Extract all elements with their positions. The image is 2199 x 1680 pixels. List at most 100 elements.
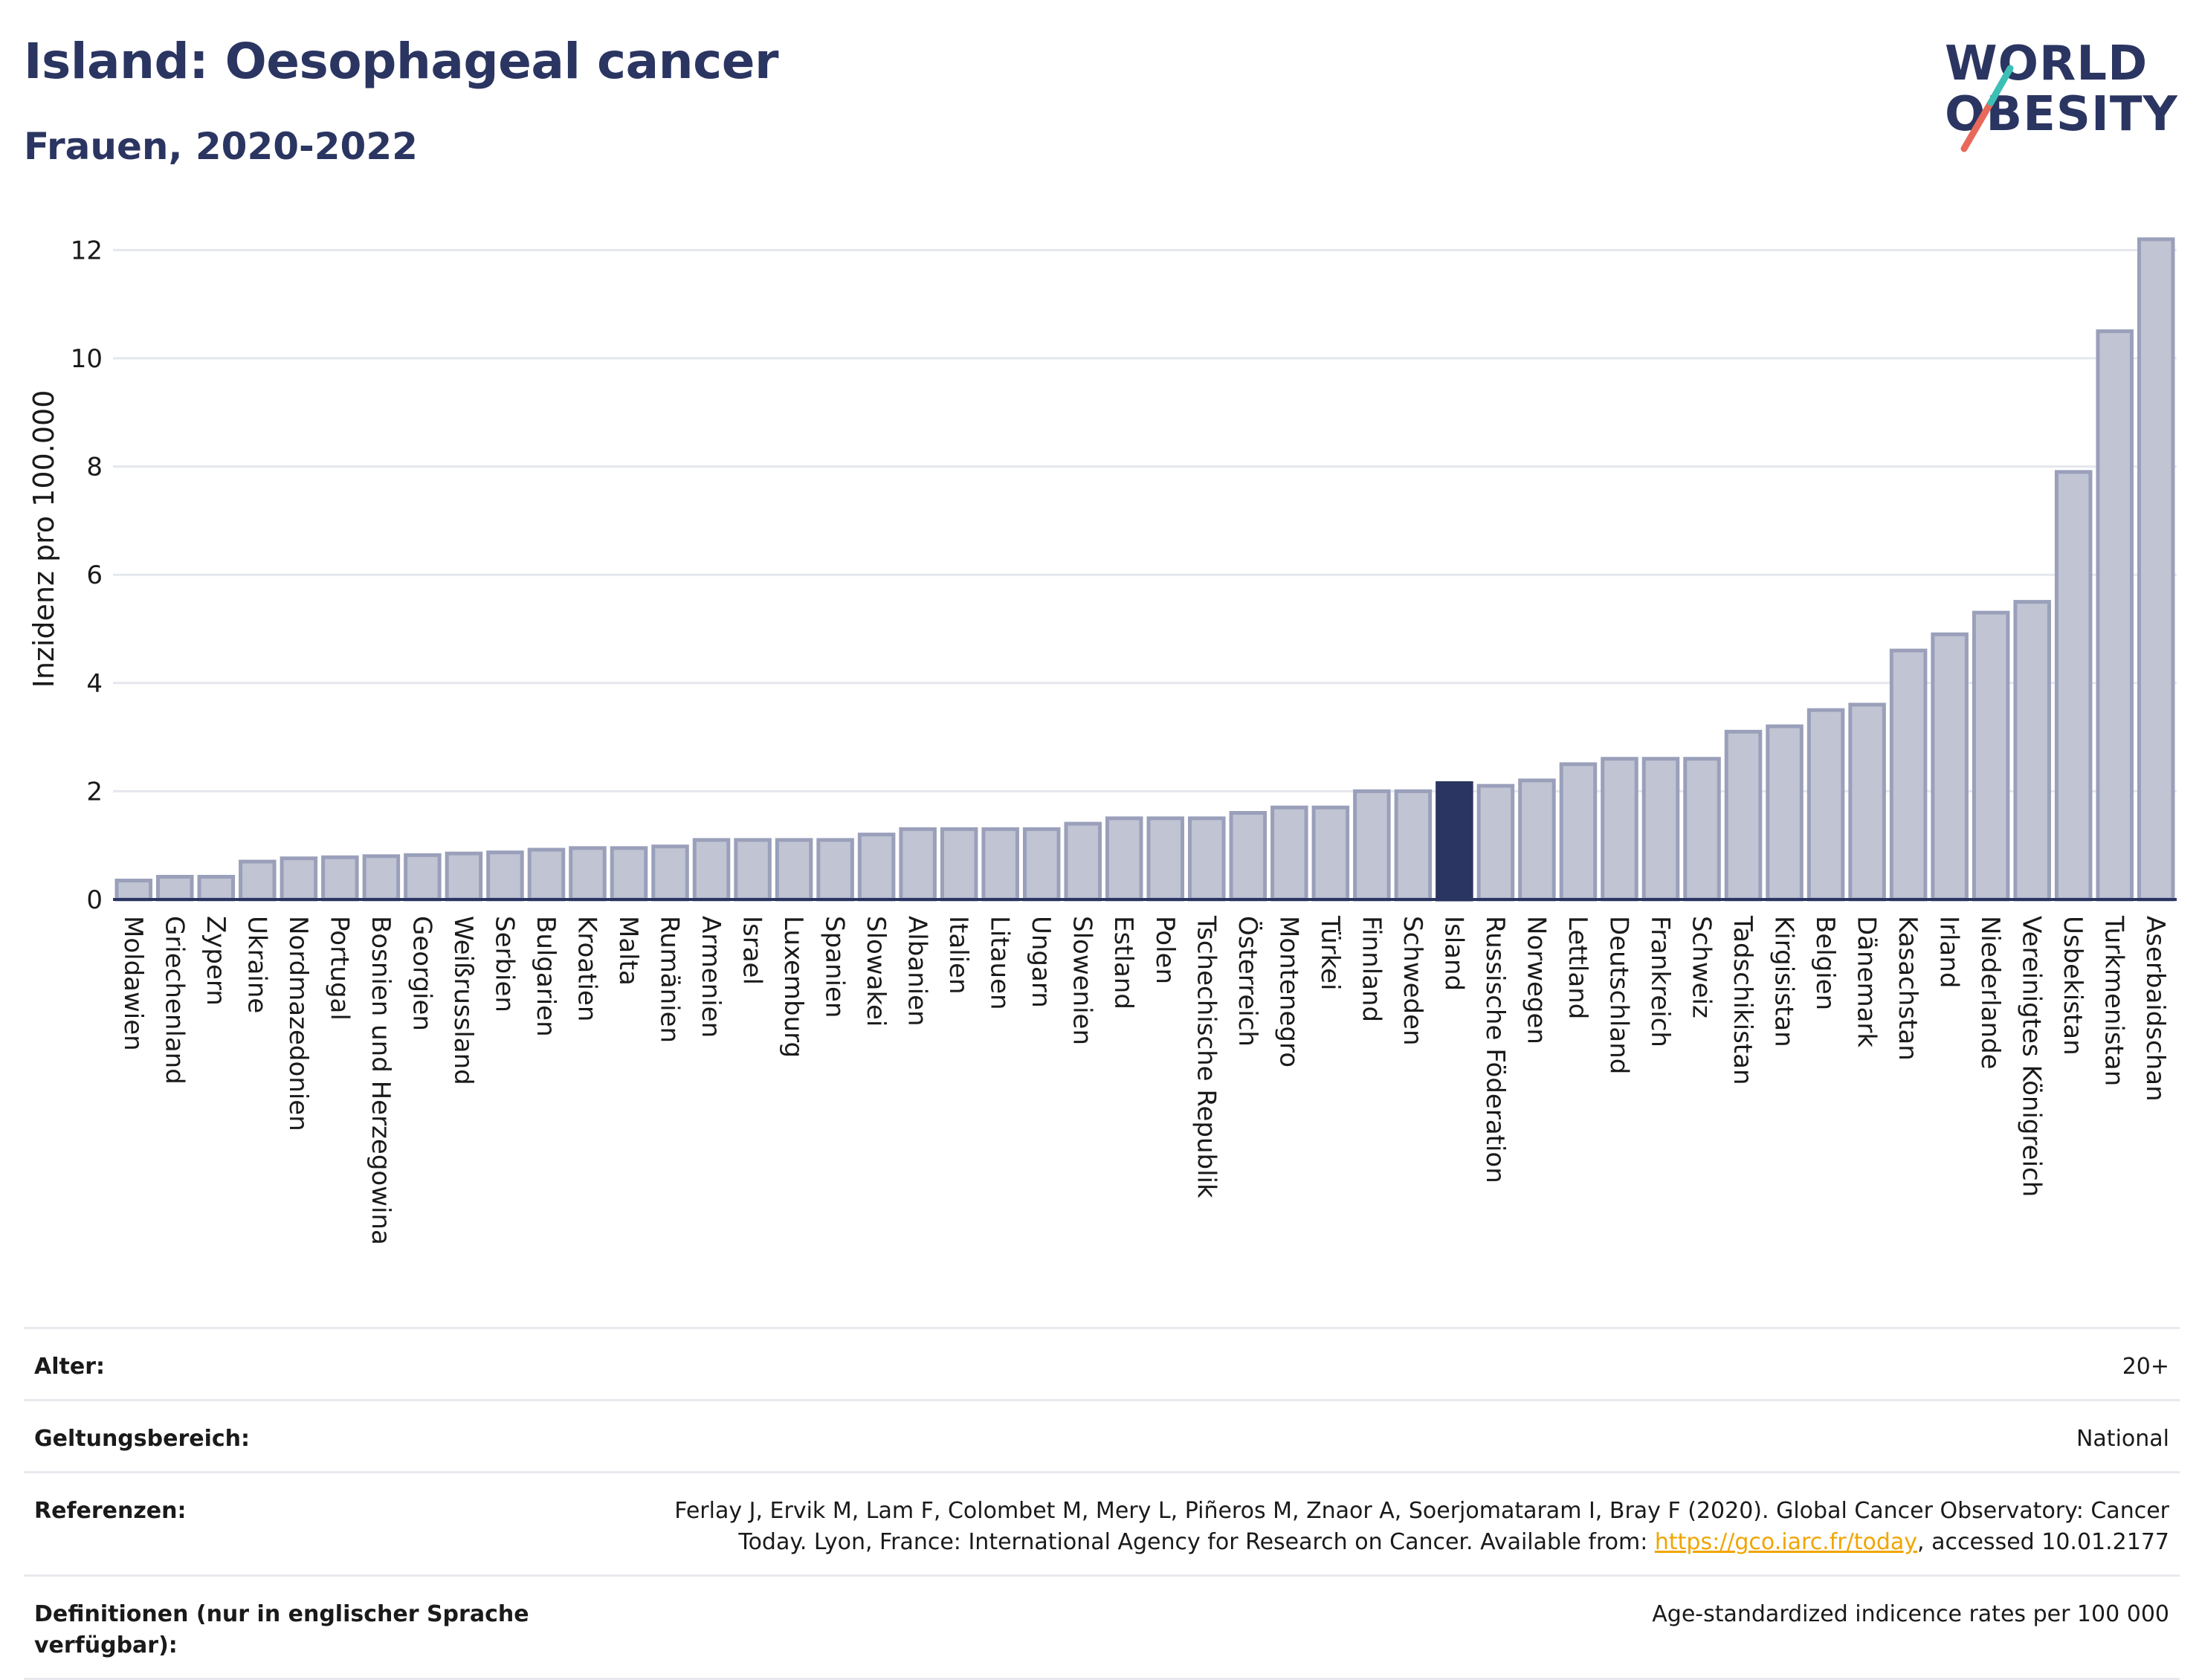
x-tick-label: Österreich: [1233, 916, 1263, 1047]
y-tick-label: 0: [86, 885, 103, 915]
bar[interactable]: [1848, 702, 1886, 902]
info-row-references: Referenzen: Ferlay J, Ervik M, Lam F, Co…: [24, 1471, 2180, 1574]
x-tick-label: Deutschland: [1604, 916, 1633, 1074]
x-tick-label: Kirgisistan: [1769, 916, 1799, 1047]
x-tick-label: Malta: [613, 916, 643, 986]
bar[interactable]: [857, 833, 896, 902]
reference-accessed: , accessed 10.01.2177: [1917, 1529, 2169, 1555]
bar[interactable]: [1064, 821, 1102, 902]
bar[interactable]: [1394, 789, 1433, 902]
bar[interactable]: [486, 850, 524, 902]
logo-text-line1: WORLD: [1945, 36, 2148, 91]
x-tick-label: Polen: [1150, 916, 1180, 984]
bar[interactable]: [1146, 816, 1185, 902]
bar[interactable]: [981, 827, 1019, 902]
bar[interactable]: [1188, 816, 1226, 902]
x-tick-label: Kroatien: [572, 916, 601, 1021]
bar[interactable]: [816, 838, 854, 902]
bar[interactable]: [114, 879, 153, 902]
reference-text: Ferlay J, Ervik M, Lam F, Colombet M, Me…: [674, 1498, 2169, 1555]
x-tick-label: Lettland: [1563, 916, 1592, 1019]
x-tick-labels: Moldawien Griechenland Zypern Ukraine Nordma…: [118, 915, 2170, 1245]
bar[interactable]: [2054, 470, 2093, 902]
x-tick-label: Irland: [1934, 916, 1964, 988]
chart-title: Island: Oesophageal cancer: [24, 33, 779, 90]
bar[interactable]: [280, 856, 318, 902]
x-tick-label: Usbekistan: [2058, 916, 2087, 1056]
x-tick-label: Albanien: [902, 916, 932, 1027]
bar[interactable]: [156, 874, 194, 902]
y-tick-labels: 0 2 4 6 8 10 12: [71, 236, 103, 915]
bar[interactable]: [1353, 789, 1391, 902]
info-label-definitions: Definitionen (nur in englischer Sprache …: [34, 1601, 529, 1658]
bar[interactable]: [239, 859, 277, 902]
bar[interactable]: [1889, 648, 1928, 902]
bar[interactable]: [1518, 778, 1556, 902]
world-obesity-logo[interactable]: WORLD OBESITY: [1933, 30, 2186, 164]
bar[interactable]: [651, 844, 689, 902]
bar[interactable]: [1806, 708, 1845, 902]
bar[interactable]: [362, 854, 401, 902]
x-tick-label: Vereinigtes Königreich: [2017, 916, 2047, 1197]
bar[interactable]: [2096, 329, 2134, 902]
bar[interactable]: [527, 847, 566, 902]
x-tick-label: Slowenien: [1068, 916, 1097, 1045]
x-tick-label: Dänemark: [1852, 916, 1882, 1047]
bar[interactable]: [404, 853, 442, 902]
bar[interactable]: [1601, 757, 1638, 902]
bar[interactable]: [445, 851, 483, 902]
bar[interactable]: [197, 874, 236, 902]
bar[interactable]: [1931, 632, 1969, 902]
info-row-scope: Geltungsbereich: National: [24, 1399, 2180, 1471]
bar[interactable]: [1559, 762, 1598, 902]
x-tick-label: Türkei: [1315, 915, 1345, 990]
bar[interactable]: [940, 827, 978, 902]
bar-chart: 0 2 4 6 8 10 12 Moldawien Griechenland Zypern Ukr…: [28, 236, 2177, 1245]
bar[interactable]: [2137, 237, 2175, 902]
x-tick-label: Moldawien: [118, 916, 148, 1051]
bar[interactable]: [1229, 811, 1268, 902]
x-tick-label: Rumänien: [655, 916, 685, 1043]
x-tick-label: Montenegro: [1273, 916, 1303, 1067]
x-tick-label: Armenien: [696, 916, 726, 1038]
y-tick-label: 12: [71, 236, 103, 265]
info-row-definitions: Definitionen (nur in englischer Sprache …: [24, 1574, 2180, 1680]
y-tick-label: 4: [86, 669, 103, 699]
x-tick-label: Slowakei: [861, 916, 891, 1027]
bar[interactable]: [610, 846, 648, 902]
bar[interactable]: [692, 838, 731, 902]
bar[interactable]: [1476, 784, 1515, 902]
info-value-age: 20+: [2122, 1354, 2169, 1380]
bar[interactable]: [899, 827, 937, 902]
x-tick-label: Griechenland: [159, 916, 189, 1085]
bar[interactable]: [1270, 805, 1308, 902]
bar[interactable]: [569, 846, 607, 902]
bar-highlighted[interactable]: [1436, 781, 1473, 902]
bar[interactable]: [2013, 600, 2051, 902]
bars: [114, 237, 2175, 902]
bar[interactable]: [1683, 757, 1721, 902]
bar[interactable]: [1972, 610, 2010, 902]
x-tick-label: Niederlande: [1975, 916, 2005, 1070]
x-tick-label: Tadschikistan: [1728, 915, 1757, 1085]
x-tick-label: Turkmenistan: [2099, 915, 2129, 1086]
x-tick-label: Finnland: [1356, 916, 1386, 1022]
bar[interactable]: [1022, 827, 1061, 902]
bar[interactable]: [1724, 729, 1763, 902]
gridlines: [113, 248, 2177, 792]
x-tick-label: Island: [1438, 916, 1468, 991]
bar[interactable]: [321, 855, 359, 902]
bar[interactable]: [734, 838, 772, 902]
bar[interactable]: [1766, 724, 1804, 902]
bar[interactable]: [1641, 757, 1680, 902]
x-tick-label: Weißrussland: [448, 916, 478, 1085]
x-tick-label: Russische Föderation: [1480, 916, 1510, 1183]
bar[interactable]: [1311, 805, 1350, 902]
bar[interactable]: [775, 838, 813, 902]
bar[interactable]: [1105, 816, 1143, 902]
x-tick-label: Norwegen: [1521, 916, 1551, 1044]
info-value-scope: National: [2076, 1426, 2169, 1452]
reference-link[interactable]: https://gco.iarc.fr/today: [1654, 1529, 1918, 1555]
x-tick-label: Belgien: [1810, 916, 1840, 1010]
x-tick-label: Nordmazedonien: [283, 916, 313, 1131]
